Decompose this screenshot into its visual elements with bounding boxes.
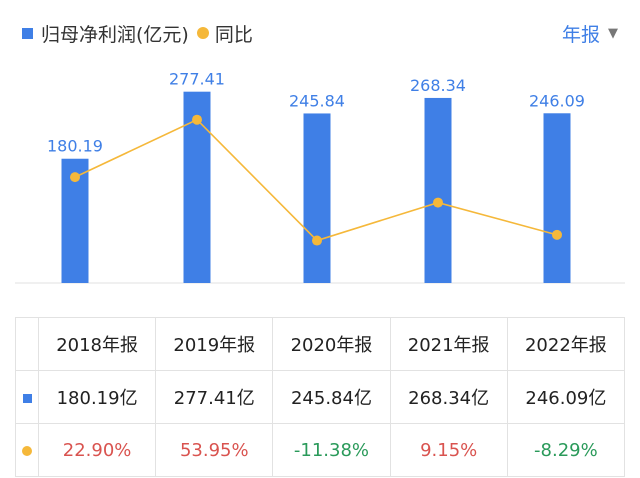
table-cell: 268.34亿: [389, 370, 508, 424]
period-selector-label: 年报: [561, 23, 600, 46]
yoy-point: [192, 114, 202, 125]
bar-value-label: 246.09: [529, 91, 585, 110]
table-header-cell: 2020年报: [272, 317, 391, 371]
table-cell: -8.29%: [506, 423, 626, 477]
chart-canvas: 180.19 277.41 245.84 268.34 246.09: [15, 70, 625, 284]
line-series-icon-cell: [15, 423, 39, 477]
table-header-cell: 2022年报: [506, 317, 626, 371]
table-cell: 277.41亿: [155, 370, 274, 424]
table-cell: 22.90%: [37, 423, 157, 477]
bar-value-label: 268.34: [410, 76, 466, 95]
bar-value-label: 277.41: [169, 70, 225, 89]
bar: [303, 113, 331, 283]
table-cell: 246.09亿: [506, 370, 626, 424]
table-cell: 180.19亿: [37, 370, 157, 424]
table-header-row: 2018年报 2019年报 2020年报 2021年报 2022年报: [15, 317, 626, 371]
period-selector[interactable]: 年报 ▼: [562, 20, 618, 46]
chart-legend: 归母净利润(亿元) 同比: [22, 20, 253, 46]
yoy-point: [552, 229, 562, 240]
bar-value-label: 180.19: [47, 137, 103, 156]
table-header-cell: 2021年报: [389, 317, 508, 371]
table-row-yoy: 22.90% 53.95% -11.38% 9.15% -8.29%: [15, 423, 626, 477]
line-legend-icon: [196, 27, 209, 39]
bar: [424, 97, 452, 283]
table-row-profit: 180.19亿 277.41亿 245.84亿 268.34亿 246.09亿: [15, 370, 626, 424]
table-cell: 245.84亿: [272, 370, 391, 424]
table-cell: 53.95%: [155, 423, 274, 477]
data-table: 2018年报 2019年报 2020年报 2021年报 2022年报 180.1…: [15, 317, 626, 477]
table-cell: 9.15%: [389, 423, 508, 477]
yoy-point: [70, 172, 80, 183]
bar-value-label: 245.84: [289, 91, 345, 110]
table-cell: -11.38%: [272, 423, 391, 477]
bar-legend-icon: [22, 27, 33, 39]
bar-series-icon-cell: [15, 370, 39, 424]
table-header-cell: 2019年报: [155, 317, 274, 371]
caret-down-icon: ▼: [608, 25, 618, 41]
table-header-cell: 2018年报: [37, 317, 157, 371]
yoy-point: [312, 235, 322, 246]
dot-icon: [22, 445, 32, 456]
bar-legend-label: 归母净利润(亿元): [41, 23, 189, 46]
square-icon: [22, 393, 32, 403]
bar: [543, 113, 571, 283]
yoy-point: [433, 197, 443, 208]
table-corner-cell: [15, 317, 39, 371]
line-legend-label: 同比: [214, 23, 253, 46]
